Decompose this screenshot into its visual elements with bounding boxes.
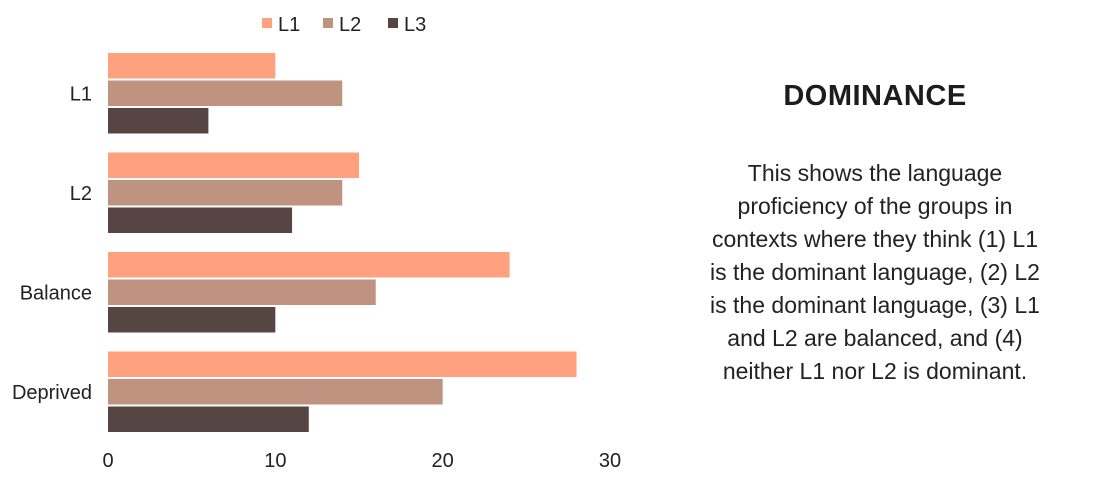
legend-item-l1: L1 xyxy=(262,14,300,36)
y-axis-labels: L1 L2 Balance Deprived xyxy=(12,83,92,404)
bar-l1-l2 xyxy=(108,80,343,106)
x-tick-label: 10 xyxy=(264,450,286,472)
bar-deprived-l3 xyxy=(108,406,309,432)
bar-chart: L1 L2 L3 L1 L2 Balance Deprived 0 10 20 30 xyxy=(12,14,621,472)
legend-swatch xyxy=(323,18,333,28)
bar-l1-l1 xyxy=(108,53,276,79)
y-tick-label: Deprived xyxy=(12,382,92,404)
y-tick-label: Balance xyxy=(20,282,92,304)
bar-l2-l3 xyxy=(108,207,293,233)
y-tick-label: L1 xyxy=(70,83,92,105)
bar-deprived-l2 xyxy=(108,379,443,405)
x-tick-label: 0 xyxy=(102,450,113,472)
legend-swatch xyxy=(262,18,272,28)
bar-l2-l2 xyxy=(108,180,343,206)
description-panel: DOMINANCE This shows the language profic… xyxy=(690,80,1060,388)
legend-label: L2 xyxy=(339,14,361,36)
y-tick-label: L2 xyxy=(70,183,92,205)
chart-legend: L1 L2 L3 xyxy=(262,14,426,36)
bar-balance-l3 xyxy=(108,307,276,333)
panel-title: DOMINANCE xyxy=(783,80,967,112)
x-tick-label: 30 xyxy=(599,450,621,472)
bar-l2-l1 xyxy=(108,152,359,178)
bar-l1-l3 xyxy=(108,108,209,134)
x-tick-label: 20 xyxy=(432,450,454,472)
legend-item-l3: L3 xyxy=(388,14,426,36)
x-axis-tick-labels: 0 10 20 30 xyxy=(102,450,621,472)
panel-description: This shows the language proficiency of t… xyxy=(710,160,1040,384)
legend-label: L3 xyxy=(404,14,426,36)
bar-balance-l2 xyxy=(108,279,376,305)
bar-balance-l1 xyxy=(108,252,510,278)
legend-item-l2: L2 xyxy=(323,14,361,36)
chart-bars xyxy=(108,53,577,432)
bar-deprived-l1 xyxy=(108,351,577,377)
legend-swatch xyxy=(388,18,398,28)
legend-label: L1 xyxy=(278,14,300,36)
